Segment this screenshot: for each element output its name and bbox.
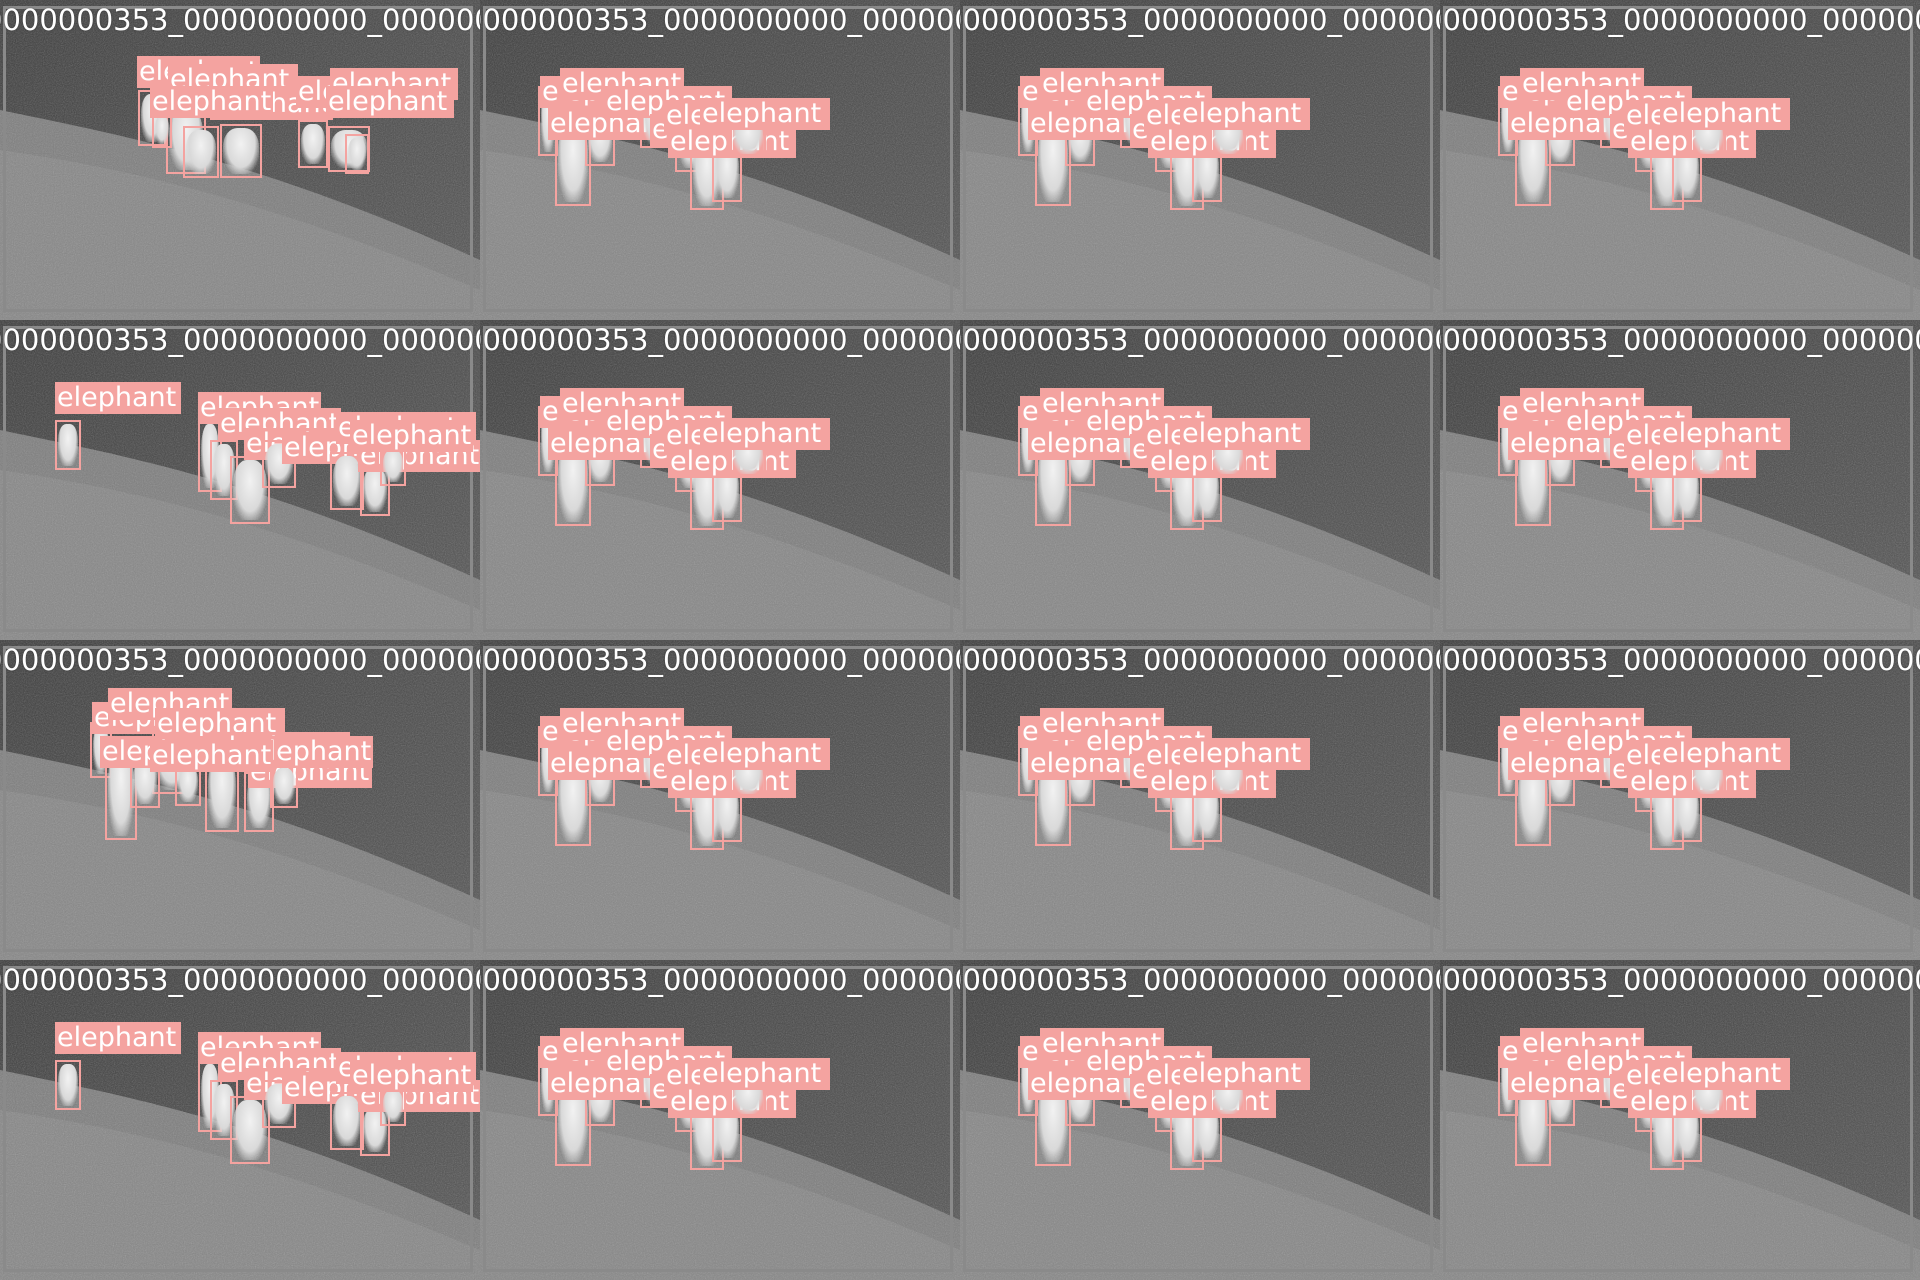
elephant-heat-signature — [233, 1100, 267, 1160]
image-tile: elephantelephantelephantelephantelephant… — [1440, 960, 1920, 1280]
image-tile: elephantelephantelephantelephantelephant… — [960, 640, 1440, 960]
detection-label: elephant — [700, 738, 830, 770]
detection-box — [183, 126, 219, 178]
elephant-heat-signature — [333, 456, 361, 506]
thermal-scene — [0, 0, 480, 320]
detection-box — [55, 420, 81, 470]
tile-filename: 0000000353_0000000000_0000000746.jpg — [480, 643, 960, 677]
detection-box — [298, 120, 328, 168]
image-tile: elephantelephantelephantelephantelephant… — [480, 960, 960, 1280]
detection-box — [270, 764, 298, 808]
tile-filename: 0000000353_0000000000_0000000751.jpg — [960, 963, 1440, 997]
detection-label: elephant — [1180, 738, 1310, 770]
detection-box — [262, 1080, 296, 1128]
detection-label: elephant — [350, 420, 474, 452]
detection-label: elephant — [150, 86, 274, 118]
tile-filename: 0000000353_0000000000_0000000749.jpg — [960, 323, 1440, 357]
detection-label: elephant — [700, 1058, 830, 1090]
tile-filename: 0000000353_0000000000_0000000845.jpg — [0, 323, 480, 357]
detection-box — [55, 1060, 81, 1110]
elephant-heat-signature — [213, 444, 235, 496]
thermal-scene — [480, 0, 960, 320]
elephant-heat-signature — [383, 450, 403, 482]
detection-label: elephant — [668, 766, 796, 798]
elephant-heat-signature — [58, 424, 78, 466]
detection-label: elephant — [1660, 418, 1790, 450]
detection-label: elephant — [1148, 1086, 1276, 1118]
elephant-heat-signature — [58, 1064, 78, 1106]
detection-label: elephant — [1180, 418, 1310, 450]
elephant-heat-signature — [348, 138, 366, 170]
detection-label: elephant — [1180, 98, 1310, 130]
detection-box — [380, 446, 406, 486]
elephant-heat-signature — [333, 1096, 361, 1146]
image-tile: elephantelephantelephantelephantelephant… — [1440, 640, 1920, 960]
detection-label: elephant — [1180, 1058, 1310, 1090]
detection-label: elephant — [700, 418, 830, 450]
detection-label: elephant — [668, 1086, 796, 1118]
tile-filename: 0000000353_0000000000_0000000748.jpg — [960, 3, 1440, 37]
detection-label: elephant — [150, 740, 274, 772]
image-tile: elephantelephantelephantelephantelephant… — [960, 960, 1440, 1280]
tile-filename: 0000000353_0000000000_0000000930.jpg — [0, 3, 480, 37]
image-tile: elephantelephantelephantelephantelephant… — [480, 0, 960, 320]
image-tile: elephantelephantelephantelephantelephant… — [960, 0, 1440, 320]
tile-filename: 0000000353_0000000000_0000000751.jpg — [1440, 963, 1920, 997]
detection-label: elephant — [1660, 98, 1790, 130]
detection-label: elephant — [1660, 738, 1790, 770]
elephant-heat-signature — [186, 130, 216, 174]
image-tile: elephantelephantelephantelephantelephant… — [0, 0, 480, 320]
detection-label: elephant — [55, 1022, 181, 1054]
detection-box — [220, 124, 262, 178]
tile-filename: 0000000353_0000000000_0000000748.jpg — [1440, 3, 1920, 37]
detection-label: elephant — [326, 86, 454, 118]
tile-filename: 0000000353_0000000000_0000000750.jpg — [1440, 643, 1920, 677]
elephant-heat-signature — [273, 768, 295, 804]
elephant-heat-signature — [213, 1084, 235, 1136]
detection-box — [328, 126, 370, 172]
tile-filename: 0000000353_0000000000_0000000745.jpg — [480, 323, 960, 357]
tile-filename: 0000000353_0000000000_0000000749.jpg — [1440, 323, 1920, 357]
image-tile: elephantelephantelephantelephantelephant… — [480, 640, 960, 960]
detection-label: elephant — [1628, 126, 1756, 158]
detection-box — [345, 134, 369, 174]
detection-label: elephant — [1628, 766, 1756, 798]
image-tile: elephantelephantelephantelephantelephant… — [1440, 0, 1920, 320]
elephant-heat-signature — [301, 124, 325, 164]
detection-label: elephant — [1148, 446, 1276, 478]
tile-filename: 0000000353_0000000000_0000000750.jpg — [960, 643, 1440, 677]
detection-label: elephant — [350, 1060, 474, 1092]
detection-label: elephant — [1628, 446, 1756, 478]
elephant-heat-signature — [223, 128, 259, 174]
tile-filename: 0000000353_0000000000_0000000782.jpg — [0, 643, 480, 677]
elephant-heat-signature — [178, 766, 198, 802]
image-tile: elephantelephantelephantelephantelephant… — [480, 320, 960, 640]
tile-filename: 0000000353_0000000000_0000000843.jpg — [0, 963, 480, 997]
detection-label: elephant — [668, 126, 796, 158]
detection-box — [380, 1086, 406, 1126]
thermal-scene — [0, 640, 480, 960]
detection-label: elephant — [248, 756, 372, 788]
tile-filename: 0000000353_0000000000_0000000744.jpg — [480, 3, 960, 37]
detection-box — [262, 440, 296, 488]
detection-label: elephant — [1148, 766, 1276, 798]
detection-label: elephant — [1660, 1058, 1790, 1090]
elephant-heat-signature — [233, 460, 267, 520]
image-tile: elephantelephantelephantelephantelephant… — [960, 320, 1440, 640]
detection-label: elephant — [55, 382, 181, 414]
detection-label: elephant — [700, 98, 830, 130]
tile-filename: 0000000353_0000000000_0000000747.jpg — [480, 963, 960, 997]
image-tile: elephantelephantelephantelephantelephant… — [1440, 320, 1920, 640]
elephant-heat-signature — [383, 1090, 403, 1122]
detection-label: elephant — [1628, 1086, 1756, 1118]
elephant-heat-signature — [155, 116, 169, 144]
detection-label: elephant — [668, 446, 796, 478]
detection-label: elephant — [1148, 126, 1276, 158]
